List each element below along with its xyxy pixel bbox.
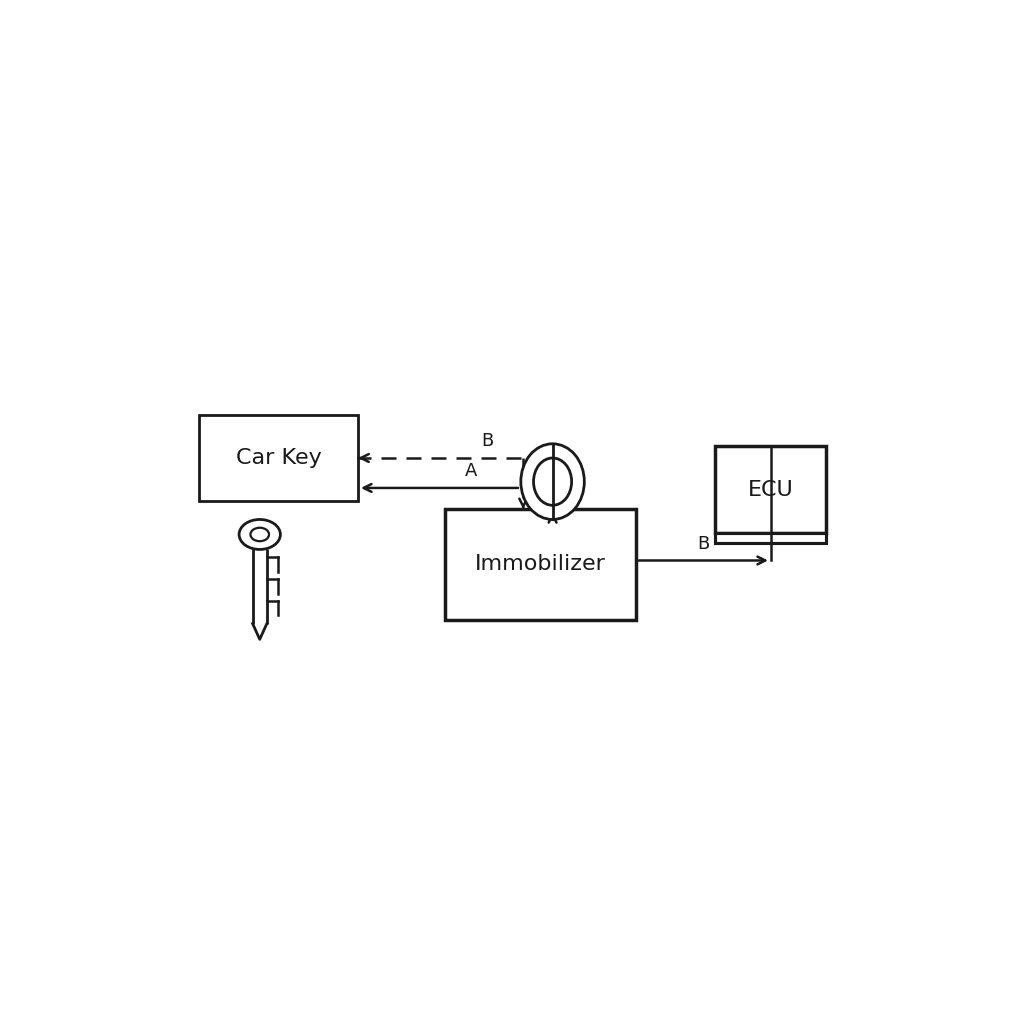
Text: ECU: ECU	[748, 479, 794, 500]
Text: B: B	[697, 535, 710, 553]
Text: A: A	[465, 462, 477, 480]
Bar	[715, 532, 826, 543]
Ellipse shape	[534, 458, 571, 505]
Ellipse shape	[240, 519, 281, 550]
Bar	[445, 509, 636, 620]
Text: Car Key: Car Key	[236, 447, 322, 468]
Text: B: B	[481, 432, 494, 451]
Text: Immobilizer: Immobilizer	[475, 554, 606, 574]
Bar	[715, 446, 826, 532]
Ellipse shape	[521, 443, 585, 519]
Bar	[200, 415, 358, 502]
Ellipse shape	[251, 527, 269, 542]
